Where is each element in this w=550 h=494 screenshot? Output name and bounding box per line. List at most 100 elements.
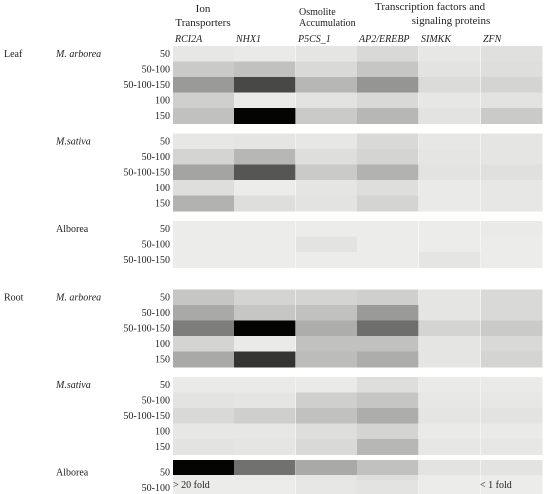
group-header-osmolite-accumulation: Accumulation bbox=[299, 18, 356, 29]
heatmap-cell-leaf-m-arborea-50-100-150-nhx1 bbox=[234, 77, 296, 93]
heatmap-cell-root-m-arborea-150-ap2-erebp bbox=[357, 351, 419, 368]
heatmap-cell-root-m-arborea-50-100-150-p5cs-1 bbox=[296, 320, 358, 337]
group-header-transcription-factors: Transcription factors and bbox=[375, 1, 486, 13]
row-label-50-100: 50-100 bbox=[142, 240, 170, 251]
legend-swatch-3 bbox=[296, 460, 358, 475]
row-label-50: 50 bbox=[160, 468, 170, 479]
heatmap-cell-root-m-arborea-150-rci2a bbox=[173, 351, 235, 368]
group-header-transcription-factors: signaling proteins bbox=[412, 15, 491, 27]
heatmap-cell-root-m-arborea-50-100-150-zfn bbox=[481, 320, 543, 337]
heatmap-cell-leaf-m-arborea-50-p5cs-1 bbox=[296, 46, 358, 62]
heatmap-cell-leaf-m-sativa-50-nhx1 bbox=[234, 133, 296, 150]
heatmap-cell-root-m-sativa-50-nhx1 bbox=[234, 377, 296, 393]
heatmap-cell-leaf-m-sativa-50-100-p5cs-1 bbox=[296, 149, 358, 165]
heatmap-cell-leaf-alborea-50-simkk bbox=[419, 221, 481, 237]
heatmap-cell-leaf-m-arborea-50-100-nhx1 bbox=[234, 61, 296, 78]
heatmap-cell-root-m-sativa-100-nhx1 bbox=[234, 423, 296, 440]
heatmap-cell-leaf-m-sativa-50-ap2-erebp bbox=[357, 133, 419, 150]
heatmap-cell-root-m-sativa-50-100-ap2-erebp bbox=[357, 392, 419, 409]
row-label-100: 100 bbox=[155, 339, 170, 350]
heatmap-cell-root-m-sativa-150-zfn bbox=[481, 439, 543, 455]
tissue-label-root: Root bbox=[4, 293, 24, 304]
heatmap-cell-leaf-m-sativa-50-100-zfn bbox=[481, 149, 543, 165]
row-label-100: 100 bbox=[155, 183, 170, 194]
heatmap-cell-root-m-sativa-50-zfn bbox=[481, 377, 543, 393]
legend-swatch-2 bbox=[234, 460, 296, 475]
heatmap-cell-root-m-arborea-50-100-150-simkk bbox=[419, 320, 481, 337]
heatmap-cell-leaf-m-arborea-100-ap2-erebp bbox=[357, 92, 419, 109]
heatmap-cell-root-m-arborea-50-100-p5cs-1 bbox=[296, 305, 358, 321]
heatmap-cell-leaf-m-arborea-100-simkk bbox=[419, 92, 481, 109]
heatmap-cell-root-m-arborea-50-100-rci2a bbox=[173, 305, 235, 321]
heatmap-cell-root-m-sativa-50-100-150-rci2a bbox=[173, 408, 235, 424]
heatmap-cell-root-alborea-50-100-ap2-erebp bbox=[357, 480, 419, 494]
heatmap-cell-root-m-sativa-50-100-150-zfn bbox=[481, 408, 543, 424]
heatmap-cell-leaf-alborea-50-100-150-p5cs-1 bbox=[296, 252, 358, 268]
heatmap-cell-leaf-m-arborea-50-nhx1 bbox=[234, 46, 296, 62]
heatmap-cell-root-m-arborea-100-rci2a bbox=[173, 336, 235, 352]
heatmap-cell-leaf-m-sativa-50-100-150-rci2a bbox=[173, 164, 235, 181]
heatmap-cell-root-m-arborea-50-100-150-nhx1 bbox=[234, 320, 296, 337]
genotype-label-m-arborea: M. arborea bbox=[55, 49, 101, 60]
legend-max-label: > 20 fold bbox=[173, 480, 210, 491]
heatmap-cell-leaf-m-sativa-50-100-150-p5cs-1 bbox=[296, 164, 358, 181]
row-label-150: 150 bbox=[155, 442, 170, 453]
heatmap-cell-leaf-m-arborea-100-p5cs-1 bbox=[296, 92, 358, 109]
heatmap-cell-leaf-m-sativa-150-ap2-erebp bbox=[357, 195, 419, 212]
heatmap-cell-leaf-m-sativa-50-p5cs-1 bbox=[296, 133, 358, 150]
heatmap-cell-leaf-alborea-50-zfn bbox=[481, 221, 543, 237]
heatmap-cell-root-m-sativa-150-p5cs-1 bbox=[296, 439, 358, 455]
row-label-100: 100 bbox=[155, 96, 170, 107]
heatmap-cell-root-m-arborea-50-rci2a bbox=[173, 289, 235, 306]
heatmap-cell-root-m-arborea-150-p5cs-1 bbox=[296, 351, 358, 368]
heatmap-cell-root-m-arborea-100-ap2-erebp bbox=[357, 336, 419, 352]
heatmap-cell-root-alborea-50-100-simkk bbox=[419, 480, 481, 494]
row-label-100: 100 bbox=[155, 427, 170, 438]
row-label-150: 150 bbox=[155, 355, 170, 366]
column-label-nhx1: NHX1 bbox=[235, 34, 261, 45]
row-label-50-100-150: 50-100-150 bbox=[123, 168, 170, 179]
heatmap-cell-root-m-sativa-150-simkk bbox=[419, 439, 481, 455]
heatmap-cell-leaf-alborea-50-100-rci2a bbox=[173, 236, 235, 253]
heatmap-cell-leaf-m-sativa-150-nhx1 bbox=[234, 195, 296, 212]
heatmap-cell-root-m-sativa-50-ap2-erebp bbox=[357, 377, 419, 393]
row-label-150: 150 bbox=[155, 199, 170, 210]
legend-swatch-6 bbox=[481, 460, 543, 475]
heatmap-cell-leaf-alborea-50-rci2a bbox=[173, 221, 235, 237]
heatmap-cell-leaf-alborea-50-ap2-erebp bbox=[357, 221, 419, 237]
heatmap-cell-root-m-arborea-100-nhx1 bbox=[234, 336, 296, 352]
heatmap-cell-leaf-m-arborea-50-rci2a bbox=[173, 46, 235, 62]
heatmap-cell-root-m-sativa-50-simkk bbox=[419, 377, 481, 393]
heatmap-cell-leaf-alborea-50-100-150-nhx1 bbox=[234, 252, 296, 268]
heatmap-cell-leaf-m-arborea-100-rci2a bbox=[173, 92, 235, 109]
row-label-50-100-150: 50-100-150 bbox=[123, 255, 170, 266]
heatmap-cell-leaf-m-sativa-50-rci2a bbox=[173, 133, 235, 150]
row-label-50: 50 bbox=[160, 49, 170, 60]
heatmap-cell-root-m-sativa-100-rci2a bbox=[173, 423, 235, 440]
color-scale-legend: > 20 fold < 1 fold bbox=[173, 460, 543, 491]
genotype-label-m-sativa: M.sativa bbox=[55, 380, 91, 391]
heatmap-cell-leaf-m-sativa-150-p5cs-1 bbox=[296, 195, 358, 212]
heatmap-cell-root-m-sativa-50-100-150-ap2-erebp bbox=[357, 408, 419, 424]
heatmap-cell-leaf-m-arborea-50-ap2-erebp bbox=[357, 46, 419, 62]
row-label-50-100-150: 50-100-150 bbox=[123, 324, 170, 335]
heatmap-cell-root-m-sativa-150-nhx1 bbox=[234, 439, 296, 455]
heatmap-cell-leaf-m-sativa-50-100-150-zfn bbox=[481, 164, 543, 181]
heatmap-cell-root-m-sativa-50-100-150-nhx1 bbox=[234, 408, 296, 424]
heatmap-cell-leaf-m-arborea-150-p5cs-1 bbox=[296, 108, 358, 124]
heatmap-cell-leaf-alborea-50-100-150-simkk bbox=[419, 252, 481, 268]
heatmap-cell-leaf-m-sativa-50-100-nhx1 bbox=[234, 149, 296, 165]
row-label-50-100-150: 50-100-150 bbox=[123, 411, 170, 422]
heatmap-cell-leaf-m-arborea-50-100-simkk bbox=[419, 61, 481, 78]
heatmap-cell-leaf-m-arborea-50-100-zfn bbox=[481, 61, 543, 78]
heatmap-cell-root-m-sativa-100-simkk bbox=[419, 423, 481, 440]
heatmap-cell-root-alborea-50-100-nhx1 bbox=[234, 480, 296, 494]
row-label-50-100: 50-100 bbox=[142, 152, 170, 163]
column-label-p5cs-1: P5CS_1 bbox=[297, 34, 331, 45]
row-label-50: 50 bbox=[160, 224, 170, 235]
heatmap-cell-leaf-m-arborea-50-simkk bbox=[419, 46, 481, 62]
heatmap-cell-leaf-alborea-50-100-150-rci2a bbox=[173, 252, 235, 268]
heatmap-cell-leaf-m-sativa-50-100-simkk bbox=[419, 149, 481, 165]
heatmap-cell-leaf-m-sativa-150-simkk bbox=[419, 195, 481, 212]
